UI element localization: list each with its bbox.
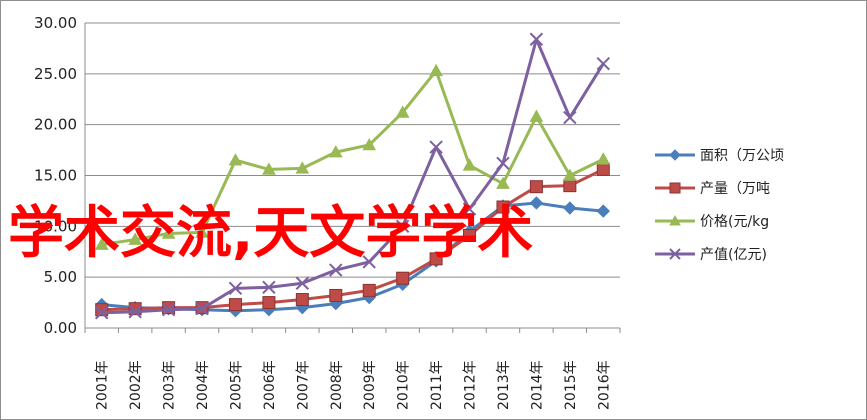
overlay-watermark-text: 学术交流,天文学学术 [8, 201, 533, 266]
x-tick-label: 2001年 [95, 360, 111, 410]
data-point-x [669, 248, 681, 260]
data-point-x [529, 32, 544, 46]
data-point-triangle [529, 109, 544, 122]
data-point-square [262, 296, 276, 310]
data-point-x [462, 202, 477, 216]
data-point-x [128, 305, 142, 319]
data-point-square [329, 288, 343, 302]
legend-label: 产量（万吨 [700, 181, 770, 197]
data-point-x [596, 56, 610, 71]
data-point-square [295, 293, 309, 307]
y-tick-label: 10.00 [34, 217, 77, 235]
data-point-square [362, 283, 376, 297]
data-point-square [396, 271, 410, 285]
data-point-triangle [195, 225, 209, 238]
data-point-triangle [362, 137, 377, 151]
series-line [101, 69, 604, 247]
x-tick-label: 2011年 [429, 360, 445, 410]
data-point-x [329, 263, 343, 277]
data-point-triangle [295, 161, 310, 174]
data-point-triangle [328, 145, 343, 158]
x-tick-label: 2009年 [362, 360, 378, 410]
data-point-x [429, 140, 443, 154]
x-tick-label: 2006年 [262, 360, 278, 410]
y-tick-label: 5.00 [44, 268, 77, 286]
data-point-diamond [669, 149, 681, 161]
y-tick-label: 15.00 [34, 167, 77, 185]
x-tick-label: 2016年 [596, 360, 612, 410]
data-point-square [563, 179, 577, 193]
data-point-square [496, 200, 510, 214]
data-point-square [162, 301, 176, 315]
x-tick-label: 2010年 [396, 360, 412, 410]
legend-label: 面积（万公顷 [700, 148, 784, 164]
data-point-square [463, 228, 477, 242]
data-point-x [496, 156, 510, 171]
legend-item: 价格(元/kg [655, 214, 769, 230]
y-tick-label: 25.00 [34, 65, 77, 83]
data-point-triangle [128, 232, 143, 245]
x-tick-label: 2004年 [195, 360, 211, 410]
data-point-x [295, 276, 310, 290]
series-4 [95, 32, 610, 320]
data-point-x [563, 110, 577, 125]
x-axis [84, 23, 621, 333]
x-tick-label: 2005年 [228, 360, 244, 410]
series-line [101, 168, 604, 312]
data-point-x [395, 219, 410, 234]
data-point-triangle [562, 168, 577, 181]
y-tick-labels: 0.00 5.00 10.00 15.00 20.00 25.00 30.00 [34, 14, 77, 337]
x-tick-label: 2014年 [529, 360, 545, 410]
data-point-triangle [669, 214, 681, 226]
x-tick-label: 2003年 [162, 360, 178, 410]
data-point-diamond [563, 201, 577, 215]
x-tick-label: 2002年 [128, 360, 144, 410]
legend-item: 面积（万公顷 [655, 148, 784, 164]
x-tick-label: 2013年 [496, 360, 512, 410]
data-point-square [228, 298, 242, 312]
series-line [101, 37, 605, 315]
data-point-triangle [94, 237, 109, 250]
data-point-triangle [161, 226, 176, 239]
data-point-diamond [529, 196, 544, 210]
y-tick-label: 0.00 [44, 319, 77, 337]
data-point-x [362, 255, 376, 269]
data-point-x [161, 302, 176, 317]
data-point-triangle [429, 63, 443, 77]
data-point-x [262, 280, 276, 295]
data-point-square [529, 180, 543, 194]
data-point-triangle [395, 105, 410, 118]
x-tick-label: 2012年 [463, 360, 479, 410]
grid-lines [85, 22, 620, 329]
data-point-triangle [228, 153, 243, 166]
data-point-diamond [596, 204, 610, 218]
data-point-square [669, 182, 681, 194]
legend-item: 产值(亿元) [655, 247, 767, 263]
data-point-x [228, 281, 243, 296]
series-3 [94, 63, 611, 250]
data-point-triangle [262, 162, 276, 175]
data-point-square [596, 162, 610, 176]
legend-item: 产量（万吨 [655, 181, 770, 197]
legend-label: 价格(元/kg [700, 214, 769, 230]
x-tick-label: 2007年 [295, 360, 311, 410]
y-tick-label: 20.00 [34, 116, 77, 134]
data-point-triangle [462, 158, 477, 171]
data-point-square [429, 252, 443, 266]
legend-label: 产值(亿元) [700, 247, 767, 263]
data-point-x [195, 301, 209, 316]
series-group [94, 32, 611, 320]
data-point-x [95, 306, 109, 320]
x-tick-labels: 2001年 2002年 2003年 2004年 2005年 2006年 2007年 2008年… [95, 360, 613, 410]
data-point-triangle [496, 176, 510, 189]
x-tick-label: 2008年 [329, 360, 345, 410]
x-tick-label: 2015年 [563, 360, 579, 410]
y-tick-label: 30.00 [34, 14, 77, 32]
data-point-triangle [596, 152, 611, 165]
